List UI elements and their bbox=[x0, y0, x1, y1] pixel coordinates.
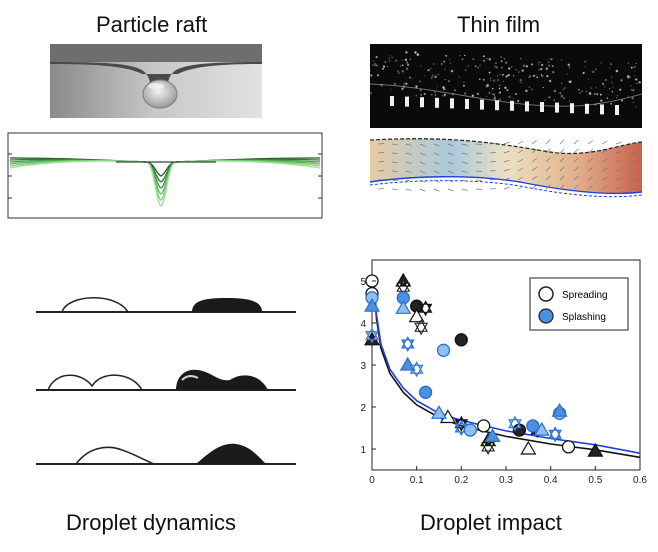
splashing-point bbox=[526, 419, 540, 433]
film-particle bbox=[525, 101, 529, 112]
legend-splashing-marker bbox=[538, 308, 554, 324]
film-particle bbox=[450, 98, 454, 109]
splashing-point bbox=[484, 428, 501, 442]
splashing-point bbox=[430, 405, 448, 419]
droplet-impact-plot: 0 0.1 0.2 0.3 0.4 0.5 0.6 1 2 3 4 5 Spreading Splas… bbox=[340, 256, 650, 492]
thin-film-flow-field bbox=[370, 130, 642, 212]
film-particle bbox=[570, 103, 574, 114]
legend-spreading-label: Spreading bbox=[562, 290, 608, 301]
y-tick-label: 5 bbox=[360, 277, 366, 288]
splashing-point bbox=[508, 415, 522, 432]
film-particle bbox=[600, 104, 604, 115]
film-particle bbox=[540, 102, 544, 112]
y-tick-label: 2 bbox=[360, 403, 366, 414]
spreading-point bbox=[454, 333, 468, 347]
film-particle bbox=[555, 102, 559, 113]
x-tick-label: 0.1 bbox=[410, 475, 424, 486]
splashing-point bbox=[551, 403, 568, 417]
x-tick-label: 0.4 bbox=[544, 475, 558, 486]
x-tick-label: 0 bbox=[369, 475, 375, 486]
legend-splashing-label: Splashing bbox=[562, 312, 606, 323]
blue-fit-curve bbox=[373, 285, 641, 454]
x-tick-label: 0.6 bbox=[633, 475, 647, 486]
title-thin-film: Thin film bbox=[457, 12, 541, 37]
splashing-point bbox=[409, 361, 424, 378]
spreading-point bbox=[414, 319, 428, 336]
film-particle bbox=[465, 99, 469, 109]
film-particle bbox=[615, 105, 619, 115]
x-tick-label: 0.3 bbox=[499, 475, 513, 486]
splashing-point bbox=[400, 335, 415, 353]
spreading-point bbox=[418, 300, 433, 317]
y-tick-label: 3 bbox=[360, 361, 366, 372]
x-tick-label: 0.5 bbox=[588, 475, 602, 486]
film-particle bbox=[405, 96, 409, 107]
spreading-point bbox=[477, 419, 491, 433]
film-particle bbox=[585, 103, 589, 114]
y-tick-label: 4 bbox=[360, 319, 366, 330]
y-tick-label: 1 bbox=[360, 445, 366, 456]
film-particle bbox=[495, 100, 499, 111]
spreading-point bbox=[561, 440, 576, 454]
splashing-point bbox=[363, 298, 381, 312]
splashing-point bbox=[436, 343, 451, 357]
film-particle bbox=[435, 97, 439, 108]
splashing-point bbox=[548, 426, 562, 443]
spreading-point bbox=[520, 440, 537, 455]
particle-raft-profile-plot bbox=[6, 132, 324, 220]
spreading-point bbox=[481, 438, 495, 455]
splashing-point bbox=[365, 327, 379, 344]
splashing-point bbox=[418, 385, 433, 399]
film-particle bbox=[390, 96, 394, 106]
film-particle bbox=[480, 99, 484, 110]
thin-film-image bbox=[370, 44, 642, 128]
film-particle bbox=[510, 100, 514, 111]
title-droplet-impact: Droplet impact bbox=[420, 510, 562, 535]
splashing-point bbox=[533, 421, 550, 436]
x-tick-label: 0.2 bbox=[454, 475, 468, 486]
splashing-point bbox=[463, 423, 477, 437]
droplet-dynamics-panel bbox=[36, 290, 296, 470]
spreading-point bbox=[408, 308, 425, 323]
legend-spreading-marker bbox=[538, 286, 554, 302]
title-droplet-dynamics: Droplet dynamics bbox=[66, 510, 236, 535]
particle-raft-photo bbox=[50, 44, 262, 118]
raft-profile-curve bbox=[9, 160, 321, 207]
title-particle-raft: Particle raft bbox=[96, 12, 208, 37]
film-particle bbox=[420, 97, 424, 108]
splashing-point bbox=[395, 300, 412, 314]
spreading-point bbox=[587, 442, 604, 457]
